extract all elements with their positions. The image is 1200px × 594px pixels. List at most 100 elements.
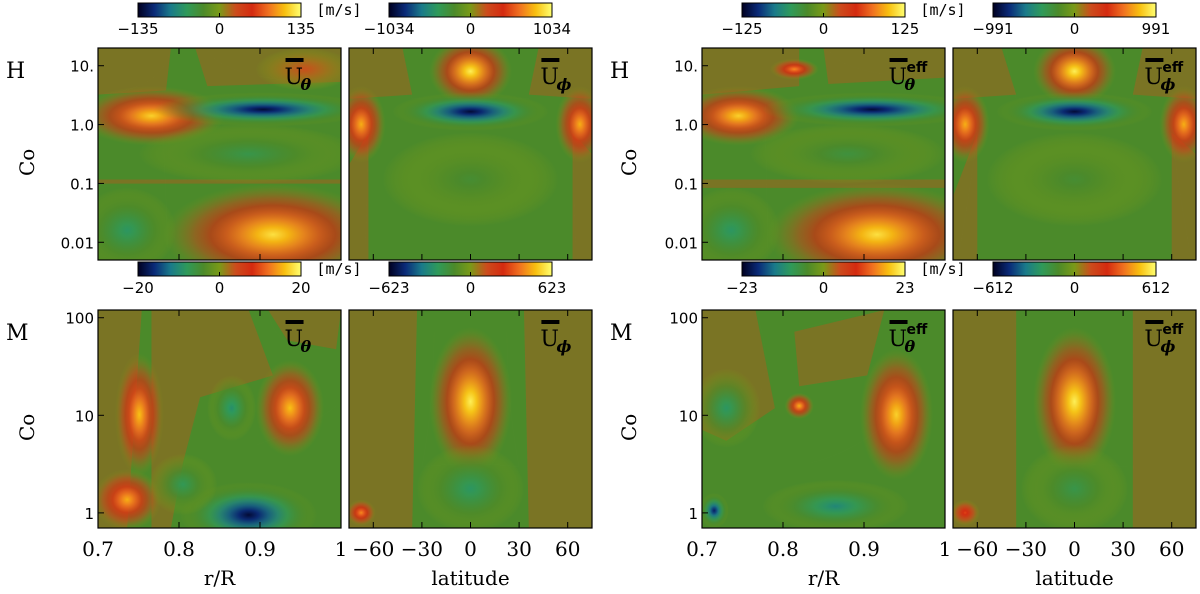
y-tick-label: 0.01 — [61, 234, 94, 252]
heatmap-field — [349, 310, 592, 528]
zero-contour — [98, 179, 341, 181]
colorbar-tick-label: 0 — [819, 279, 829, 297]
zero-contour — [268, 310, 336, 349]
heatmap-blob — [702, 493, 729, 528]
y-tick-label: 10 — [679, 407, 698, 425]
colorbar-tick-label: 0 — [215, 20, 225, 38]
panel-frame — [701, 47, 946, 261]
heatmap-region-olive — [953, 48, 1196, 260]
row-label: H — [610, 59, 629, 84]
colorbar: −23 0 23 — [726, 261, 915, 297]
heatmap-blob — [255, 360, 324, 457]
symbol-U: U — [540, 65, 559, 90]
heatmap-blob — [750, 124, 945, 184]
panel-left-m-U-phi: Uϕ −60 −30 0 30 60 latitude −623 0 623 [m/s] — [316, 260, 593, 590]
heatmap-blob — [1159, 86, 1196, 163]
heatmap-blob — [702, 368, 761, 448]
unit-label: [m/s] — [920, 1, 965, 19]
x-tick-label: 30 — [1110, 537, 1135, 561]
panel-left-m-U-theta: Uθ 1 10 100 M Co 0.7 0.8 0.9 1 r/R −20 0 20 — [6, 261, 347, 590]
x-tick-label: −60 — [956, 537, 998, 561]
overline-bar — [1145, 320, 1164, 324]
y-tick-label: 10. — [674, 58, 698, 76]
heatmap-blob — [429, 48, 512, 106]
symbol-U: U — [540, 327, 559, 352]
colorbar-tick-label: −135 — [117, 20, 158, 38]
colorbar-tick-label: −20 — [122, 279, 154, 297]
colorbar-tick-label: 0 — [466, 20, 476, 38]
colorbar-tick-label: 0 — [819, 20, 829, 38]
x-tick-label: 60 — [555, 537, 580, 561]
colorbar-tick-label: 0 — [1070, 279, 1080, 297]
heatmap-blob — [987, 132, 1162, 227]
symbol-superscript: eff — [907, 322, 928, 338]
y-tick-label: 1.0 — [70, 117, 94, 135]
colorbar-tick-label: 20 — [291, 279, 310, 297]
panel-frame — [701, 309, 946, 529]
heatmap-blob — [555, 86, 592, 163]
heatmap-region-olive — [702, 48, 945, 188]
colorbar-tick-label: −612 — [972, 279, 1013, 297]
colorbar-tick-label: −1034 — [364, 20, 415, 38]
symbol-U: U — [285, 327, 304, 352]
heatmap-blob — [139, 124, 341, 184]
colorbar: −612 0 612 — [972, 261, 1171, 297]
colorbar-tick-label: 135 — [287, 20, 316, 38]
unit-label: [m/s] — [920, 260, 965, 278]
panel-left-h-U-phi: Uϕ −1034 0 1034 [m/s] — [316, 1, 593, 261]
heatmap-region-olive — [349, 48, 592, 260]
symbol-U: U — [285, 65, 304, 90]
x-tick-label: 30 — [506, 537, 531, 561]
symbol-U: U — [1144, 65, 1163, 90]
heatmap-blob — [702, 86, 800, 146]
heatmap-field — [702, 310, 945, 528]
x-tick-label: −30 — [1005, 537, 1047, 561]
colorbar: −20 0 20 — [122, 261, 311, 297]
heatmap-blob — [115, 353, 164, 476]
x-tick-label: 0.9 — [848, 537, 880, 561]
co-axis-label: Co — [617, 414, 641, 441]
heatmap-blob — [1021, 445, 1128, 528]
heatmap-blob — [207, 375, 256, 441]
x-axis-label: r/R — [204, 566, 236, 590]
colorbar-tick-label: 0 — [1070, 20, 1080, 38]
heatmap-blob — [255, 48, 341, 91]
x-tick-label: 0.7 — [82, 537, 114, 561]
heatmap-blob — [429, 327, 512, 476]
heatmap-blob — [1033, 327, 1116, 476]
overline-bar — [541, 320, 560, 324]
heatmap-blob — [392, 92, 549, 131]
heatmap-blob — [349, 499, 376, 526]
heatmap-blob — [762, 92, 945, 127]
heatmap-blob — [383, 132, 558, 227]
heatmap-blob — [417, 445, 524, 528]
colorbar-tick-label: 0 — [215, 279, 225, 297]
zero-contour — [412, 310, 417, 528]
heatmap-blob — [98, 187, 176, 260]
symbol-subscript: θ — [301, 337, 312, 356]
y-tick-label: 100 — [669, 310, 698, 328]
symbol-subscript: θ — [905, 75, 916, 94]
zero-contour — [1133, 310, 1134, 528]
colorbar: −623 0 623 — [368, 261, 566, 297]
colorbar: −135 0 135 — [117, 2, 316, 38]
row-label: H — [6, 59, 25, 84]
colorbar: −991 0 991 — [972, 2, 1170, 38]
overline-bar — [285, 58, 304, 62]
colorbar-tick-label: 612 — [1142, 279, 1171, 297]
symbol-subscript: ϕ — [1160, 75, 1175, 94]
heatmap-blob — [859, 349, 933, 481]
colorbar: −1034 0 1034 — [364, 2, 571, 38]
overline-bar — [1145, 58, 1164, 62]
y-tick-label: 1 — [688, 505, 698, 523]
heatmap-blob — [770, 58, 819, 80]
colorbar-tick-label: −623 — [368, 279, 409, 297]
heatmap-blob — [349, 86, 386, 163]
y-tick-label: 1.0 — [674, 117, 698, 135]
y-tick-label: 0.01 — [665, 234, 698, 252]
symbol-subscript: ϕ — [556, 337, 571, 356]
heatmap-blob — [762, 480, 909, 528]
